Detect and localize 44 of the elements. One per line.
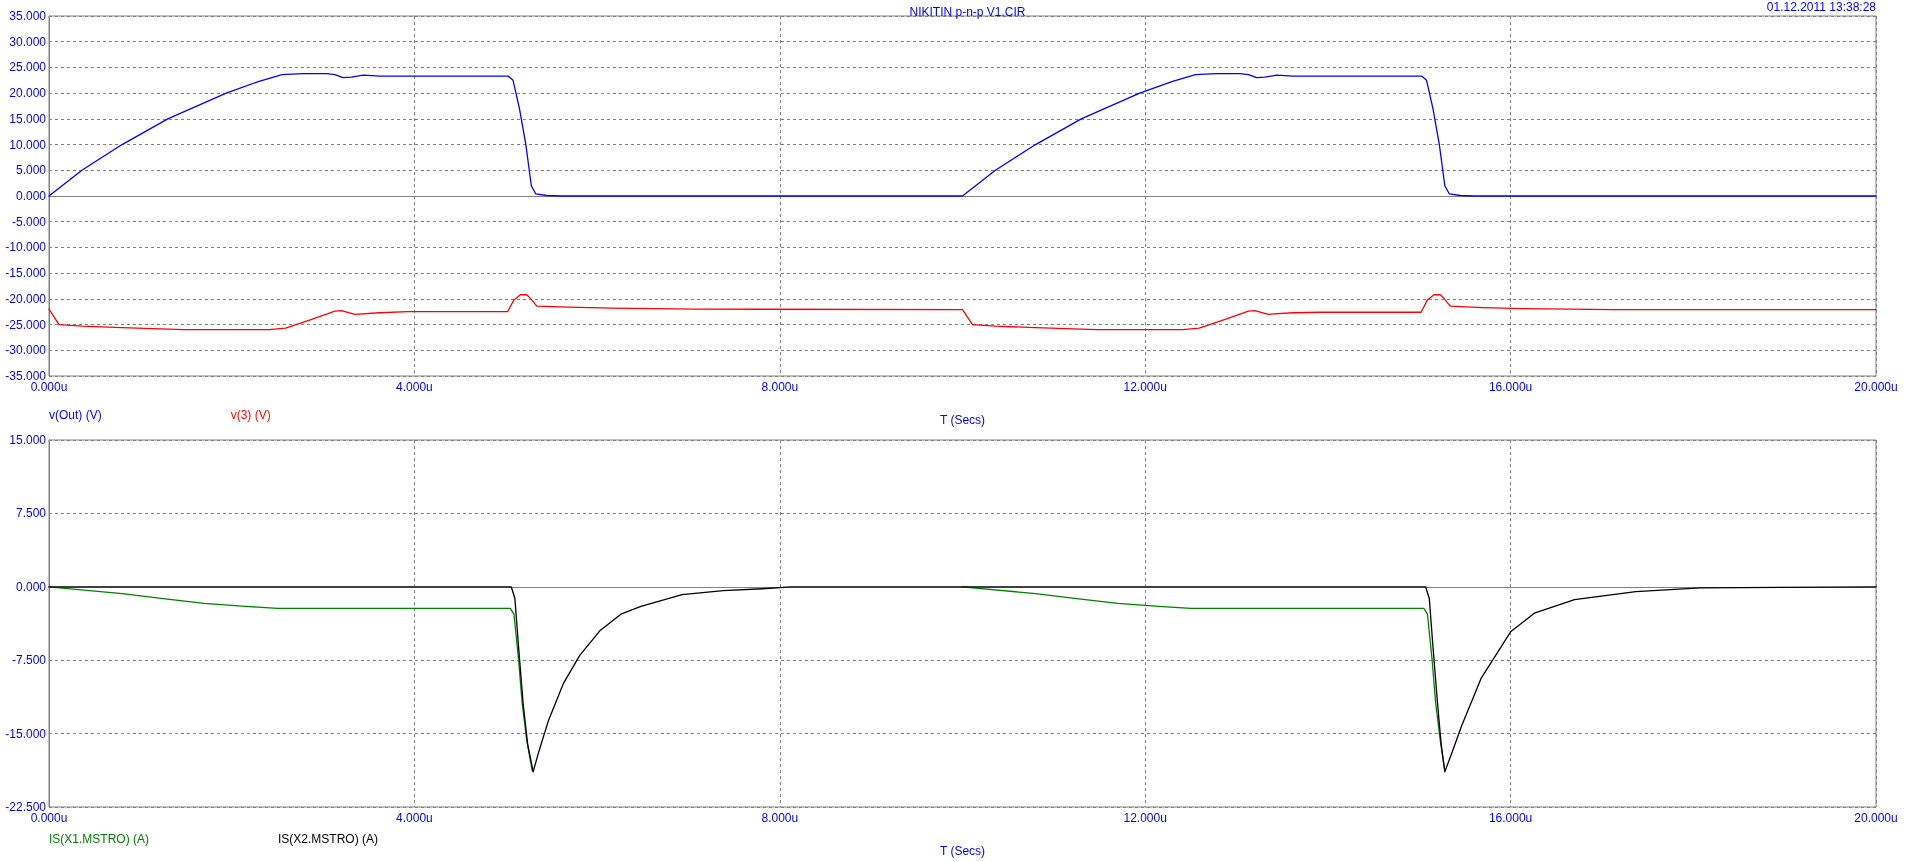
x-tick-label: 8.000u <box>761 380 799 394</box>
x-tick-label: 20.000u <box>1854 380 1898 394</box>
x-tick-label: 12.000u <box>1123 811 1167 825</box>
x-axis-title: T (Secs) <box>939 844 986 858</box>
x-tick-label: 4.000u <box>396 811 433 825</box>
y-tick-label: -7.500 <box>11 653 47 668</box>
y-tick-label: 0.000 <box>15 579 47 594</box>
y-tick-label: 0.000 <box>15 189 47 203</box>
y-tick-label: -20.000 <box>5 291 47 306</box>
y-tick-label: 25.000 <box>9 60 47 75</box>
chart-title: NIKITIN p-n-p V1.CIR <box>909 5 1026 19</box>
line-series <box>48 294 1877 331</box>
x-tick-label: 8.000u <box>761 811 799 825</box>
x-tick-label: 12.000u <box>1123 380 1167 394</box>
x-tick-label: 20.000u <box>1854 811 1898 825</box>
x-axis-title: T (Secs) <box>939 413 986 427</box>
line-series <box>48 586 1877 773</box>
y-tick-label: 20.000 <box>9 86 47 101</box>
y-tick-label: 15.000 <box>9 433 47 447</box>
text: IS(X2.MSTRO) (A) <box>278 832 379 846</box>
y-tick-label: -22.500 <box>5 800 47 814</box>
x-tick-label: 16.000u <box>1488 811 1533 825</box>
x-tick-label: 16.000u <box>1488 380 1533 394</box>
y-tick-label: -25.000 <box>5 317 47 332</box>
y-tick-label: 7.500 <box>15 506 47 521</box>
y-tick-label: -10.000 <box>5 240 47 255</box>
y-tick-label: 5.000 <box>15 163 47 178</box>
y-tick-label: 35.000 <box>9 9 47 23</box>
text: v(Out) (V) <box>49 408 102 422</box>
y-tick-label: -15.000 <box>5 726 47 741</box>
y-tick-label: -5.000 <box>11 214 47 229</box>
x-tick-label: 0.000u <box>30 811 68 825</box>
y-tick-label: 30.000 <box>9 34 47 49</box>
y-tick-label: 10.000 <box>9 137 47 152</box>
text: 01.12.2011 13:38:28 <box>1766 0 1877 14</box>
line-series <box>48 72 1877 197</box>
x-tick-label: 0.000u <box>30 380 68 394</box>
y-tick-label: 15.000 <box>9 111 47 126</box>
y-tick-label: -35.000 <box>5 369 47 383</box>
y-tick-label: -15.000 <box>5 266 47 281</box>
y-tick-label: -30.000 <box>5 343 47 358</box>
text: IS(X1.MSTRO) (A) <box>49 832 150 846</box>
x-tick-label: 4.000u <box>396 380 433 394</box>
text: v(3) (V) <box>230 408 271 422</box>
